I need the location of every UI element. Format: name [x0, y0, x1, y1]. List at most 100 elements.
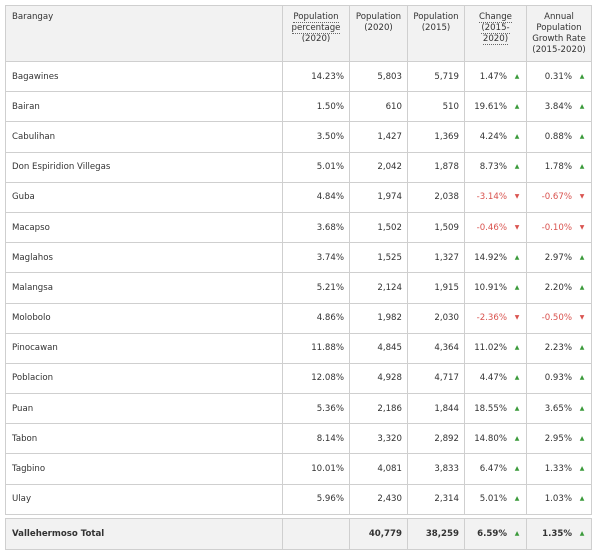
population-2020: 1,525 — [349, 242, 408, 274]
table-row: Maglahos 3.74% 1,525 1,327 14.92% ▲ 2.97% ▲ — [5, 242, 592, 274]
header-population-2015[interactable]: Population (2015) — [407, 5, 465, 62]
change-value: -3.14% ▼ — [464, 181, 527, 213]
population-2020: 1,427 — [349, 121, 408, 153]
triangle-up-icon: ▲ — [579, 102, 585, 110]
change-value: 8.73% ▲ — [464, 151, 527, 183]
triangle-up-icon: ▲ — [514, 529, 520, 537]
population-percentage: 5.01% — [282, 151, 350, 183]
header-change[interactable]: Change (2015-2020) — [464, 5, 527, 62]
population-2015: 2,892 — [407, 423, 465, 455]
change-value: 19.61% ▲ — [464, 91, 527, 123]
population-percentage: 5.36% — [282, 393, 350, 425]
population-percentage: 1.50% — [282, 91, 350, 123]
triangle-up-icon: ▲ — [514, 132, 520, 140]
table-row: Macapso 3.68% 1,502 1,509 -0.46% ▼ -0.10% ▼ — [5, 211, 592, 244]
growth-rate-value: 3.65% ▲ — [526, 393, 592, 425]
header-population-2020[interactable]: Population (2020) — [349, 5, 408, 62]
triangle-up-icon: ▲ — [514, 253, 520, 261]
population-2015: 2,038 — [407, 181, 465, 213]
header-barangay[interactable]: Barangay — [5, 5, 283, 62]
total-row: Vallehermoso Total 40,779 38,259 6.59% ▲ … — [5, 517, 592, 550]
triangle-down-icon: ▼ — [579, 314, 585, 322]
triangle-up-icon: ▲ — [579, 404, 585, 412]
table-row: Poblacion 12.08% 4,928 4,717 4.47% ▲ 0.93% ▲ — [5, 362, 592, 395]
population-2015: 1,878 — [407, 151, 465, 183]
barangay-name: Guba — [5, 181, 283, 213]
population-2020: 2,186 — [349, 393, 408, 425]
population-percentage: 5.21% — [282, 272, 350, 304]
change-value: 6.47% ▲ — [464, 453, 527, 485]
barangay-name: Tabon — [5, 423, 283, 455]
triangle-up-icon: ▲ — [514, 404, 520, 412]
triangle-up-icon: ▲ — [514, 102, 520, 110]
triangle-down-icon: ▼ — [514, 193, 520, 201]
barangay-name: Malangsa — [5, 272, 283, 304]
total-pop-2020: 40,779 — [349, 517, 408, 550]
barangay-name: Tagbino — [5, 453, 283, 485]
population-2020: 610 — [349, 91, 408, 123]
change-value: 5.01% ▲ — [464, 483, 527, 515]
population-2020: 2,430 — [349, 483, 408, 515]
table-row: Bagawines 14.23% 5,803 5,719 1.47% ▲ 0.31% ▲ — [5, 60, 592, 93]
triangle-up-icon: ▲ — [579, 132, 585, 140]
growth-rate-value: 1.33% ▲ — [526, 453, 592, 485]
population-2015: 1,915 — [407, 272, 465, 304]
triangle-down-icon: ▼ — [579, 193, 585, 201]
growth-rate-value: 0.88% ▲ — [526, 121, 592, 153]
population-2020: 2,124 — [349, 272, 408, 304]
growth-rate-value: 2.97% ▲ — [526, 242, 592, 274]
population-percentage: 5.96% — [282, 483, 350, 515]
population-percentage: 4.84% — [282, 181, 350, 213]
population-2015: 2,314 — [407, 483, 465, 515]
total-pct — [282, 517, 350, 550]
table-row: Puan 5.36% 2,186 1,844 18.55% ▲ 3.65% ▲ — [5, 393, 592, 425]
table-row: Ulay 5.96% 2,430 2,314 5.01% ▲ 1.03% ▲ — [5, 483, 592, 515]
population-2020: 4,928 — [349, 362, 408, 395]
population-2020: 2,042 — [349, 151, 408, 183]
change-value: -2.36% ▼ — [464, 302, 527, 334]
barangay-name: Ulay — [5, 483, 283, 515]
triangle-up-icon: ▲ — [514, 374, 520, 382]
table-row: Tagbino 10.01% 4,081 3,833 6.47% ▲ 1.33% ▲ — [5, 453, 592, 485]
table-header: Barangay Population percentage (2020) Po… — [5, 5, 592, 62]
population-2015: 1,509 — [407, 211, 465, 244]
barangay-name: Poblacion — [5, 362, 283, 395]
growth-rate-value: 1.78% ▲ — [526, 151, 592, 183]
triangle-up-icon: ▲ — [579, 344, 585, 352]
growth-rate-value: 0.93% ▲ — [526, 362, 592, 395]
table-row: Cabulihan 3.50% 1,427 1,369 4.24% ▲ 0.88% ▲ — [5, 121, 592, 153]
header-growth-rate[interactable]: Annual Population Growth Rate (2015-2020… — [526, 5, 592, 62]
barangay-name: Bairan — [5, 91, 283, 123]
barangay-name: Maglahos — [5, 242, 283, 274]
header-population-percentage[interactable]: Population percentage (2020) — [282, 5, 350, 62]
table-row: Don Espiridion Villegas 5.01% 2,042 1,878 8.… — [5, 151, 592, 183]
growth-rate-value: 2.20% ▲ — [526, 272, 592, 304]
barangay-name: Bagawines — [5, 60, 283, 93]
triangle-up-icon: ▲ — [514, 465, 520, 473]
triangle-down-icon: ▼ — [579, 223, 585, 231]
growth-rate-value: 1.03% ▲ — [526, 483, 592, 515]
population-2015: 4,364 — [407, 332, 465, 364]
triangle-up-icon: ▲ — [579, 253, 585, 261]
table-row: Pinocawan 11.88% 4,845 4,364 11.02% ▲ 2.23% ▲ — [5, 332, 592, 364]
population-2015: 1,327 — [407, 242, 465, 274]
total-label: Vallehermoso Total — [5, 517, 283, 550]
table-row: Malangsa 5.21% 2,124 1,915 10.91% ▲ 2.20% ▲ — [5, 272, 592, 304]
triangle-up-icon: ▲ — [579, 434, 585, 442]
barangay-name: Macapso — [5, 211, 283, 244]
total-pop-2015: 38,259 — [407, 517, 465, 550]
table-row: Molobolo 4.86% 1,982 2,030 -2.36% ▼ -0.50% ▼ — [5, 302, 592, 334]
change-value: 10.91% ▲ — [464, 272, 527, 304]
population-percentage: 4.86% — [282, 302, 350, 334]
triangle-up-icon: ▲ — [514, 283, 520, 291]
growth-rate-value: -0.10% ▼ — [526, 211, 592, 244]
population-2020: 5,803 — [349, 60, 408, 93]
triangle-up-icon: ▲ — [579, 163, 585, 171]
triangle-up-icon: ▲ — [579, 72, 585, 80]
change-value: -0.46% ▼ — [464, 211, 527, 244]
table-row: Bairan 1.50% 610 510 19.61% ▲ 3.84% ▲ — [5, 91, 592, 123]
barangay-name: Pinocawan — [5, 332, 283, 364]
barangay-name: Don Espiridion Villegas — [5, 151, 283, 183]
table-row: Guba 4.84% 1,974 2,038 -3.14% ▼ -0.67% ▼ — [5, 181, 592, 213]
population-2020: 1,982 — [349, 302, 408, 334]
